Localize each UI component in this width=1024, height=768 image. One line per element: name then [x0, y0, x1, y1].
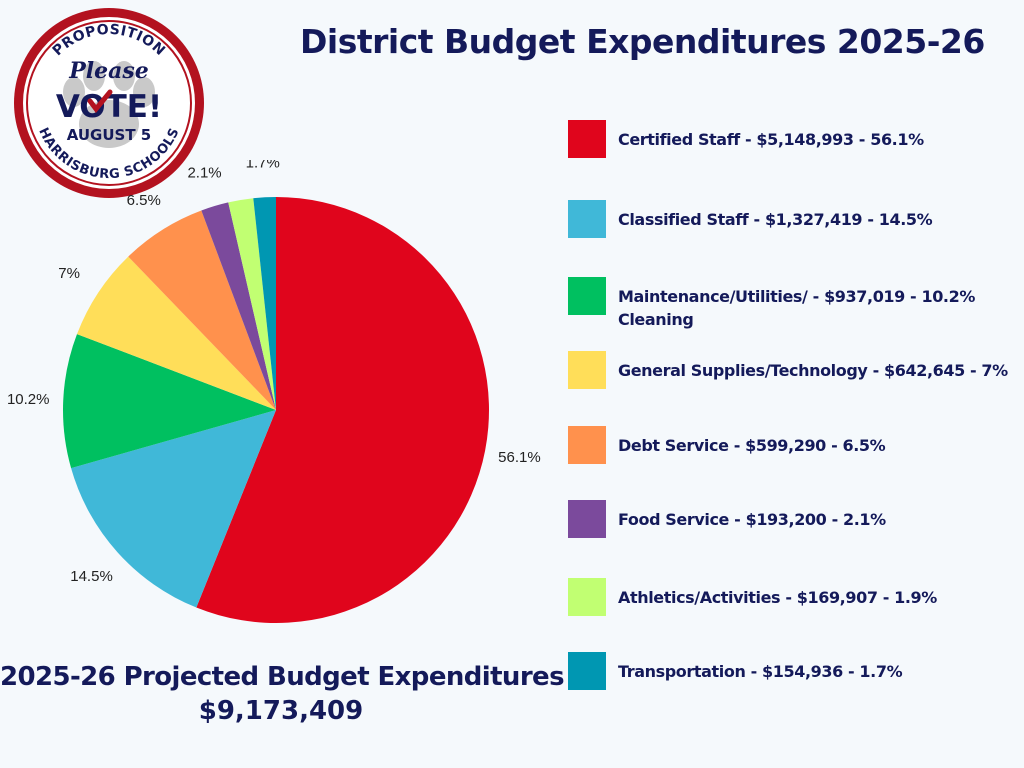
paw-print-icon — [63, 61, 155, 148]
page-title: District Budget Expenditures 2025-26 — [300, 22, 985, 61]
badge-script-text: Please — [68, 58, 149, 84]
legend-swatch — [568, 426, 606, 464]
legend-item: Certified Staff - $5,148,993 - 56.1% — [568, 120, 1018, 160]
legend-item: Food Service - $193,200 - 2.1% — [568, 500, 1018, 540]
vote-badge-logo: PROPOSITION HARRISBURG SCHOOLS Please VO… — [14, 8, 204, 198]
pie-slice — [128, 210, 276, 410]
chart-legend: Certified Staff - $5,148,993 - 56.1% Clas… — [568, 120, 1018, 700]
badge-date-text: AUGUST 5 — [67, 126, 152, 144]
pie-slice — [228, 198, 276, 410]
pie-slice-label: 10.2% — [7, 391, 50, 408]
pie-slice-label: 1.7% — [246, 160, 280, 171]
pie-slice — [253, 197, 276, 410]
legend-swatch — [568, 578, 606, 616]
legend-item: Athletics/Activities - $169,907 - 1.9% — [568, 578, 1018, 618]
checkmark-icon — [87, 89, 113, 114]
legend-label: Athletics/Activities - $169,907 - 1.9% — [618, 588, 937, 607]
footer-title: 2025-26 Projected Budget Expenditures — [0, 662, 565, 692]
legend-label: General Supplies/Technology - $642,645 -… — [618, 361, 1008, 380]
pie-slice — [63, 334, 277, 469]
legend-label: Classified Staff - $1,327,419 - 14.5% — [618, 210, 933, 229]
legend-item: Maintenance/Utilities/ - $937,019 - 10.2… — [568, 277, 1018, 329]
legend-swatch — [568, 200, 606, 238]
pie-slice-label: 7% — [58, 265, 80, 282]
legend-label: Maintenance/Utilities/ - $937,019 - 10.2… — [618, 287, 975, 329]
footer: 2025-26 Projected Budget Expenditures $9… — [0, 660, 565, 728]
legend-label: Food Service - $193,200 - 2.1% — [618, 510, 886, 529]
pie-slice — [201, 202, 276, 410]
legend-swatch — [568, 652, 606, 690]
legend-label: Transportation - $154,936 - 1.7% — [618, 662, 903, 681]
pie-slice-label: 6.5% — [127, 192, 161, 209]
pie-slice — [76, 256, 276, 410]
legend-label: Certified Staff - $5,148,993 - 56.1% — [618, 130, 924, 149]
budget-pie-chart: 56.1% 14.5% 10.2% 7% 6.5% 2.1% 1.7% — [7, 160, 541, 623]
legend-item: General Supplies/Technology - $642,645 -… — [568, 351, 1018, 391]
legend-item: Transportation - $154,936 - 1.7% — [568, 652, 1018, 692]
pie-slice-label: 14.5% — [70, 568, 113, 585]
pie-slice — [71, 410, 276, 608]
legend-item: Classified Staff - $1,327,419 - 14.5% — [568, 200, 1018, 240]
legend-swatch — [568, 351, 606, 389]
legend-label: Debt Service - $599,290 - 6.5% — [618, 436, 886, 455]
pie-slice-label: 56.1% — [498, 449, 541, 466]
legend-swatch — [568, 277, 606, 315]
pie-slice-label: 2.1% — [187, 165, 221, 182]
legend-swatch — [568, 500, 606, 538]
pie-slice — [196, 197, 490, 623]
legend-item: Debt Service - $599,290 - 6.5% — [568, 426, 1018, 466]
legend-swatch — [568, 120, 606, 158]
footer-total: $9,173,409 — [198, 696, 364, 726]
